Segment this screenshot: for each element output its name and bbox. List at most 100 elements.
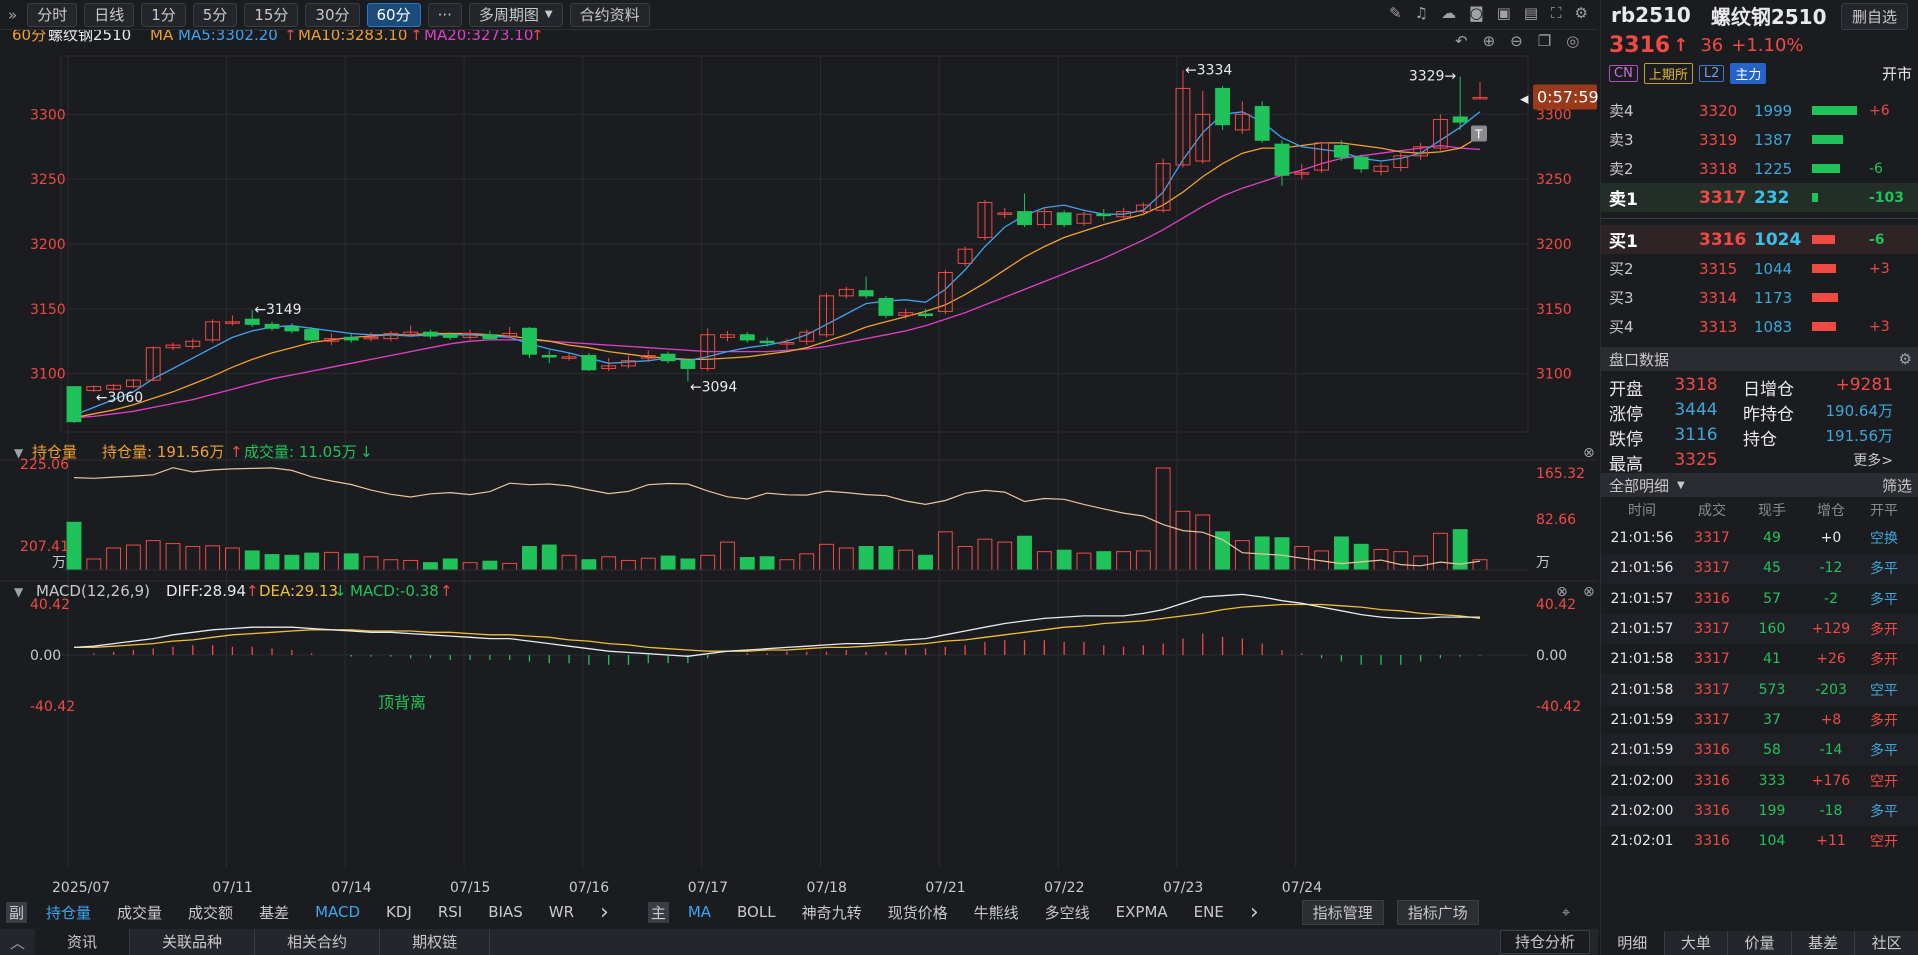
macd-tick-left: -40.42 bbox=[30, 699, 75, 715]
x-tick-label: 07/15 bbox=[450, 880, 490, 896]
volume-bar bbox=[1413, 555, 1429, 571]
period-button[interactable]: 15分 bbox=[244, 2, 299, 27]
monitor-icon[interactable]: ▤ bbox=[1523, 4, 1539, 22]
gear-icon[interactable]: ⚙ bbox=[1898, 350, 1912, 368]
sub-indicator-tab[interactable]: RSI bbox=[437, 903, 463, 921]
main-indicator-tab[interactable]: 多空线 bbox=[1044, 903, 1090, 922]
collapse-icon[interactable]: » bbox=[8, 5, 18, 24]
filter-button[interactable]: 筛选 bbox=[1881, 476, 1912, 495]
candle-body bbox=[700, 334, 716, 369]
up-arrow-icon: ↑ bbox=[1673, 34, 1689, 56]
sub-indicator-tab[interactable]: 成交额 bbox=[188, 903, 234, 922]
more-periods-button[interactable]: ··· bbox=[427, 2, 462, 27]
remove-favorite-button[interactable]: 删自选 bbox=[1840, 3, 1908, 30]
draw-icon[interactable]: ✎ bbox=[1389, 4, 1402, 22]
indicator-square-button[interactable]: 指标广场 bbox=[1396, 899, 1479, 925]
collapse-chevron-icon[interactable]: ︿ bbox=[10, 933, 26, 952]
stat-label: 持仓 bbox=[1743, 430, 1777, 450]
camera-icon[interactable]: ◙ bbox=[1469, 4, 1484, 22]
main-indicator-tab[interactable]: 神奇九转 bbox=[801, 903, 862, 922]
price-annotation: ←3149 bbox=[254, 302, 301, 318]
candle-body bbox=[86, 386, 102, 392]
sub-indicator-tab[interactable]: 基差 bbox=[259, 903, 290, 922]
period-button[interactable]: 5分 bbox=[192, 2, 238, 27]
bottom-tab[interactable]: 明细 bbox=[1601, 931, 1665, 955]
main-indicator-tab[interactable]: 牛熊线 bbox=[973, 903, 1019, 922]
bottom-tab[interactable]: 基差 bbox=[1792, 931, 1856, 955]
position-analysis-button[interactable]: 持仓分析 bbox=[1499, 930, 1590, 954]
chevron-right-icon[interactable]: › bbox=[1249, 899, 1259, 925]
period-button[interactable]: 分时 bbox=[27, 2, 78, 27]
period-button[interactable]: 30分 bbox=[305, 2, 360, 27]
layout-icon[interactable]: ▣ bbox=[1496, 4, 1511, 22]
ticks-title[interactable]: 全部明细 bbox=[1609, 476, 1670, 495]
volume-bar bbox=[918, 554, 933, 571]
settings-icon[interactable]: ⚙ bbox=[1574, 4, 1588, 22]
tag-l2: L2 bbox=[1698, 64, 1725, 82]
chevron-down-icon[interactable]: ▼ bbox=[1677, 479, 1685, 491]
info-tab[interactable]: 相关合约 bbox=[255, 929, 381, 955]
y-tick-left: 3100 bbox=[30, 367, 66, 383]
info-tab[interactable]: 期权链 bbox=[380, 929, 491, 955]
period-button[interactable]: 60分 bbox=[366, 2, 421, 27]
alert-icon[interactable]: ♫ bbox=[1414, 4, 1429, 22]
candle-body bbox=[403, 331, 419, 336]
location-icon[interactable]: ⌖ bbox=[1561, 903, 1571, 921]
diff-legend: DIFF:28.94 bbox=[166, 582, 246, 600]
bottom-tab[interactable]: 社区 bbox=[1855, 931, 1918, 955]
zoom-out-icon[interactable]: ⊖ bbox=[1510, 32, 1523, 50]
stat-value[interactable]: 更多> bbox=[1853, 453, 1893, 469]
tick-cell: 57 bbox=[1763, 590, 1781, 607]
period-button[interactable]: 1分 bbox=[141, 2, 186, 27]
candle-body bbox=[1432, 119, 1448, 149]
tick-cell: 多平 bbox=[1870, 743, 1898, 760]
copy-icon[interactable]: ❐ bbox=[1537, 32, 1552, 50]
bottom-tabs: 明细 大单 价量 基差 社区 bbox=[1601, 931, 1918, 955]
price-annotation: ←3094 bbox=[690, 379, 737, 395]
volume-bar bbox=[720, 541, 735, 571]
info-tab[interactable]: 资讯 bbox=[35, 929, 131, 955]
volume-bar bbox=[581, 559, 597, 571]
sub-indicator-tab[interactable]: WR bbox=[548, 903, 574, 921]
stat-value: 3325 bbox=[1674, 450, 1718, 470]
sub-indicator-tab[interactable]: BIAS bbox=[488, 903, 523, 921]
stat-value: 3116 bbox=[1674, 425, 1718, 445]
volume-bar bbox=[898, 549, 914, 571]
config-icon[interactable]: ◎ bbox=[1566, 32, 1580, 50]
x-tick-label: 07/22 bbox=[1044, 880, 1084, 896]
contract-info-button[interactable]: 合约资料 bbox=[569, 2, 650, 27]
cloud-icon[interactable]: ☁ bbox=[1441, 4, 1457, 22]
main-indicator-tab[interactable]: MA bbox=[687, 903, 712, 921]
ma10-line bbox=[73, 135, 1481, 419]
bottom-tab[interactable]: 价量 bbox=[1728, 931, 1792, 955]
tick-cell: -2 bbox=[1824, 590, 1838, 607]
multi-period-dropdown[interactable]: 多周期图 ▼ bbox=[468, 2, 563, 27]
bottom-tab[interactable]: 大单 bbox=[1665, 931, 1729, 955]
indicator-manage-button[interactable]: 指标管理 bbox=[1301, 899, 1384, 925]
info-tab[interactable]: 关联品种 bbox=[130, 929, 256, 955]
period-button[interactable]: 日线 bbox=[84, 2, 135, 27]
sub-indicator-tab[interactable]: MACD bbox=[315, 903, 361, 921]
sub-indicator-tab[interactable]: 持仓量 bbox=[46, 903, 92, 922]
candle-body bbox=[838, 288, 854, 297]
countdown-pointer-icon: ◀ bbox=[1520, 92, 1529, 105]
main-indicator-tab[interactable]: EXPMA bbox=[1115, 903, 1168, 921]
zoom-in-icon[interactable]: ⊕ bbox=[1482, 32, 1496, 50]
book-change: -6 bbox=[1869, 231, 1885, 248]
book-volume-bar bbox=[1812, 193, 1818, 202]
candle-body bbox=[106, 384, 122, 390]
book-volume-bar bbox=[1812, 106, 1857, 115]
chart-area[interactable]: 60分 螺纹钢2510 MA MA5:3302.20 ↑ MA10:3283.10 ↑ MA2… bbox=[0, 30, 1598, 898]
main-indicator-tab[interactable]: ENE bbox=[1193, 903, 1224, 921]
book-label: 买3 bbox=[1609, 289, 1634, 307]
undo-icon[interactable]: ↶ bbox=[1455, 32, 1468, 50]
volume-bar bbox=[700, 554, 716, 571]
main-indicator-tab[interactable]: 现货价格 bbox=[887, 903, 948, 922]
last-price-tag: T bbox=[1474, 127, 1483, 141]
main-indicator-tab[interactable]: BOLL bbox=[737, 903, 776, 921]
sub-indicator-tab[interactable]: 成交量 bbox=[117, 903, 163, 922]
chevron-right-icon[interactable]: › bbox=[600, 899, 609, 925]
sub-indicator-tab[interactable]: KDJ bbox=[386, 903, 412, 921]
book-volume: 1225 bbox=[1754, 159, 1793, 178]
fullscreen-icon[interactable]: ⛶ bbox=[1551, 4, 1562, 22]
